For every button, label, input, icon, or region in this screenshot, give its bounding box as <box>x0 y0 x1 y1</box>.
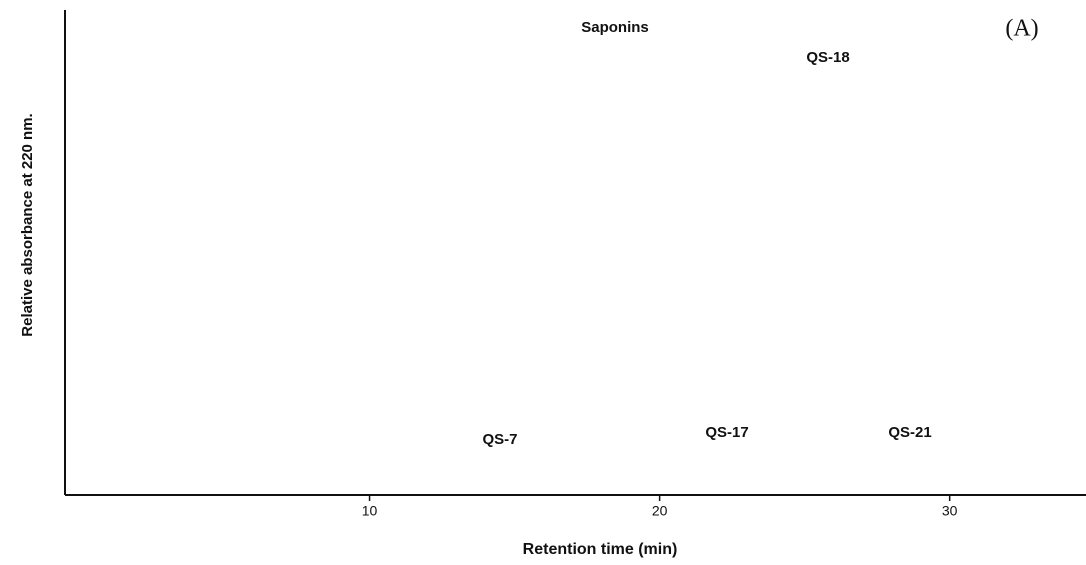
y-axis-label: Relative absorbance at 220 nm. <box>19 113 36 336</box>
x-tick-label: 10 <box>362 503 378 519</box>
peak-annotation: QS-7 <box>482 431 517 448</box>
x-tick-label: 20 <box>652 503 668 519</box>
chart-title: Saponins <box>581 19 649 36</box>
x-axis-label: Retention time (min) <box>523 541 678 558</box>
peak-annotation: QS-17 <box>705 424 748 441</box>
peak-annotation: QS-21 <box>888 424 931 441</box>
x-tick-label: 30 <box>942 503 958 519</box>
panel-label: (A) <box>1005 16 1038 42</box>
peak-annotation: QS-18 <box>806 49 849 66</box>
